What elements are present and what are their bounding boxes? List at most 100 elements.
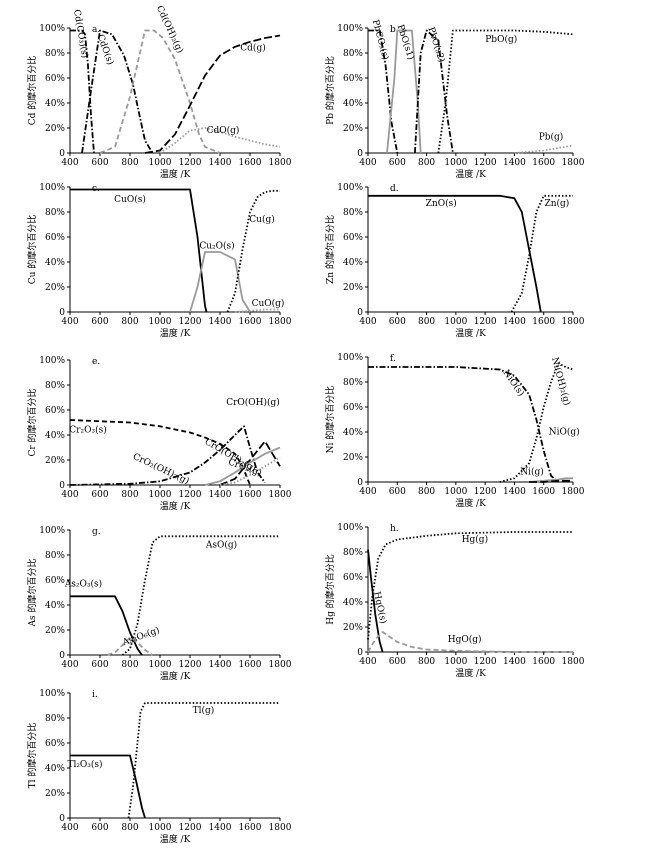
curve-label: Tl₂O₃(s) — [67, 759, 102, 770]
y-tick-label: 80% — [343, 49, 363, 59]
chart-panel-3: 400 600 800 1000 1200 1400 1600 1800 0 20% 40% 60% 8… — [26, 183, 292, 339]
x-tick-label: 600 — [91, 158, 108, 168]
x-tick-label: 1600 — [532, 487, 555, 497]
chart-panel-4: 400 600 800 1000 1200 1400 1600 1800 0 20% 40% 60% 8… — [324, 183, 585, 339]
series-line — [70, 29, 95, 154]
series-line — [70, 188, 208, 313]
panel-label: d. — [390, 184, 399, 194]
x-tick-label: 600 — [389, 158, 406, 168]
x-tick-label: 1800 — [269, 660, 292, 670]
x-tick-label: 400 — [61, 317, 78, 327]
y-tick-label: 0 — [59, 651, 65, 661]
x-tick-label: 800 — [121, 158, 138, 168]
curve-label: NiO(s) — [501, 368, 527, 399]
y-tick-label: 80% — [45, 208, 65, 218]
curve-label: Tl(g) — [193, 705, 215, 716]
y-tick-label: 20% — [343, 124, 363, 134]
series-line — [121, 535, 280, 656]
x-tick-label: 1600 — [239, 660, 262, 670]
x-tick-label: 1600 — [239, 317, 262, 327]
series-line — [226, 189, 280, 313]
y-tick-label: 40% — [343, 258, 363, 268]
x-tick-label: 1800 — [562, 158, 585, 168]
curve-label: AsO(g) — [205, 540, 237, 551]
y-axis-label: Tl 的摩尔百分比 — [26, 723, 38, 789]
y-tick-label: 100% — [39, 24, 65, 34]
x-tick-label: 600 — [389, 657, 406, 667]
y-tick-label: 80% — [45, 551, 65, 561]
curve-label: Cu(g) — [249, 214, 274, 225]
curve-label: Ni(g) — [520, 467, 544, 478]
x-tick-label: 600 — [91, 490, 108, 500]
series-line — [99, 29, 221, 154]
x-tick-label: 800 — [418, 487, 435, 497]
y-tick-label: 20% — [45, 789, 65, 799]
y-tick-label: 40% — [45, 431, 65, 441]
x-tick-label: 1400 — [503, 317, 526, 327]
series-line — [144, 34, 281, 154]
chart-panel-5: 400 600 800 1000 1200 1400 1600 1800 0 20% 40% 60% 8… — [26, 356, 292, 512]
series-line — [367, 549, 384, 653]
series-line — [529, 479, 573, 483]
series-line — [367, 631, 573, 653]
y-tick-label: 100% — [337, 523, 363, 533]
x-tick-label: 1000 — [444, 487, 467, 497]
y-tick-label: 0 — [357, 149, 363, 159]
curve-label: PbCO₃(s) — [370, 18, 391, 61]
y-tick-label: 40% — [343, 99, 363, 109]
x-axis-label: 温度 /K — [160, 670, 191, 682]
x-axis-label: 温度 /K — [455, 667, 486, 679]
x-axis-label: 温度 /K — [455, 497, 486, 509]
y-tick-label: 20% — [343, 283, 363, 293]
y-tick-label: 40% — [45, 764, 65, 774]
y-tick-label: 40% — [45, 601, 65, 611]
x-axis-label: 温度 /K — [160, 168, 191, 180]
x-tick-label: 1000 — [149, 823, 172, 833]
series-line — [499, 362, 574, 483]
y-tick-label: 80% — [45, 381, 65, 391]
series-line — [529, 477, 573, 483]
curve-label: Zn(g) — [544, 198, 569, 209]
y-tick-label: 0 — [59, 481, 65, 491]
series-line — [510, 194, 573, 313]
series-line — [70, 595, 143, 656]
y-axis-label: Cu 的摩尔百分比 — [26, 215, 38, 285]
y-tick-label: 100% — [39, 356, 65, 366]
curve-label: As₂O₃(s) — [64, 578, 102, 589]
x-axis-label: 温度 /K — [455, 168, 486, 180]
x-tick-label: 1400 — [209, 660, 232, 670]
x-tick-label: 400 — [359, 317, 376, 327]
chart-panel-8: 400 600 800 1000 1200 1400 1600 1800 0 20% 40% 60% 8… — [324, 523, 585, 679]
y-tick-label: 60% — [45, 406, 65, 416]
y-tick-label: 40% — [45, 258, 65, 268]
x-tick-label: 600 — [91, 660, 108, 670]
x-axis-label: 温度 /K — [160, 833, 191, 845]
curve-label: Cu₂O(s) — [199, 240, 234, 251]
curve-label: HgO(g) — [448, 634, 482, 645]
x-tick-label: 1000 — [444, 158, 467, 168]
y-tick-label: 40% — [343, 598, 363, 608]
y-tick-label: 60% — [45, 576, 65, 586]
curve-label: CuO(g) — [252, 298, 285, 309]
x-tick-label: 1000 — [149, 660, 172, 670]
y-tick-label: 80% — [343, 548, 363, 558]
chart-panel-7: 400 600 800 1000 1200 1400 1600 1800 0 20% 40% 60% 8… — [26, 526, 292, 682]
y-tick-label: 60% — [343, 74, 363, 84]
y-tick-label: 60% — [343, 573, 363, 583]
panel-label: b. — [390, 25, 399, 35]
x-tick-label: 1400 — [209, 490, 232, 500]
x-tick-label: 800 — [418, 158, 435, 168]
x-tick-label: 1200 — [474, 317, 497, 327]
x-tick-label: 400 — [359, 158, 376, 168]
x-tick-label: 1200 — [474, 158, 497, 168]
panel-label: a. — [92, 25, 100, 35]
curve-label: Ni(OH)₂(g) — [549, 356, 572, 407]
x-tick-label: 1800 — [562, 657, 585, 667]
series-line — [159, 127, 281, 154]
y-tick-label: 80% — [45, 49, 65, 59]
curve-label: CdO(g) — [207, 125, 240, 136]
curve-label: Cd(g) — [240, 43, 265, 54]
y-axis-label: Pb 的摩尔百分比 — [324, 56, 336, 125]
y-axis-label: Zn 的摩尔百分比 — [324, 215, 336, 284]
